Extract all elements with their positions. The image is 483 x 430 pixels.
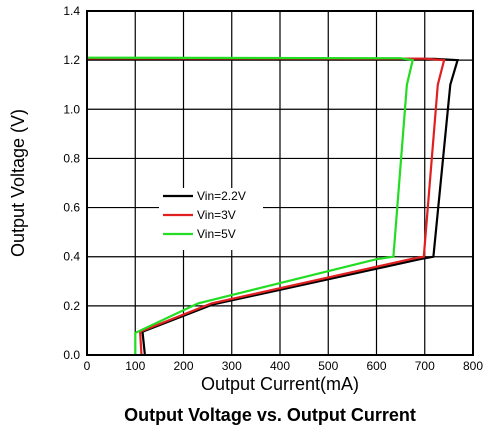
y-tick-labels: 0.0 0.2 0.4 0.6 0.8 1.0 1.2 1.4 bbox=[63, 4, 80, 362]
y-tick-label: 0.8 bbox=[63, 151, 80, 165]
y-tick-label: 1.2 bbox=[63, 53, 80, 67]
x-axis-label: Output Current(mA) bbox=[201, 374, 359, 394]
x-tick-labels: 0 100 200 300 400 500 600 700 800 bbox=[84, 359, 483, 373]
x-tick-label: 0 bbox=[84, 359, 91, 373]
x-tick-label: 700 bbox=[415, 359, 435, 373]
legend-label: Vin=5V bbox=[197, 227, 236, 241]
x-tick-label: 600 bbox=[366, 359, 386, 373]
x-tick-label: 100 bbox=[125, 359, 145, 373]
legend-label: Vin=3V bbox=[197, 208, 236, 222]
series-line-2 bbox=[86, 57, 446, 356]
x-tick-label: 800 bbox=[463, 359, 483, 373]
y-tick-label: 0.6 bbox=[63, 201, 80, 215]
legend-label: Vin=2.2V bbox=[197, 189, 246, 203]
y-axis-label: Output Voltage (V) bbox=[8, 109, 28, 257]
y-tick-label: 1.4 bbox=[63, 4, 80, 18]
x-tick-label: 500 bbox=[318, 359, 338, 373]
x-tick-label: 300 bbox=[222, 359, 242, 373]
y-tick-label: 0.4 bbox=[63, 250, 80, 264]
y-tick-label: 0.2 bbox=[63, 299, 80, 313]
series-line-3 bbox=[86, 56, 415, 355]
x-tick-label: 400 bbox=[270, 359, 290, 373]
legend: Vin=2.2V Vin=3V Vin=5V bbox=[159, 188, 263, 250]
x-tick-label: 200 bbox=[173, 359, 193, 373]
series-layer bbox=[86, 56, 460, 356]
y-tick-label: 1.0 bbox=[63, 102, 80, 116]
figure-caption: Output Voltage vs. Output Current bbox=[124, 405, 416, 425]
y-tick-label: 0.0 bbox=[63, 348, 80, 362]
legend-background bbox=[159, 188, 263, 250]
plot-frame bbox=[86, 10, 474, 356]
